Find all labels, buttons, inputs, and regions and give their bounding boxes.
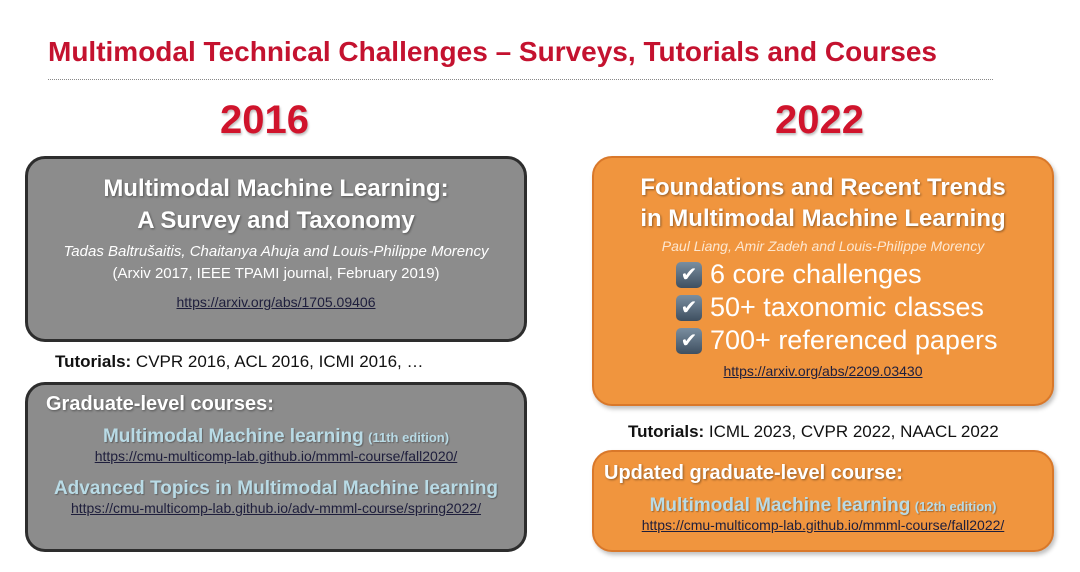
year-2016: 2016 (220, 98, 309, 142)
survey-link[interactable]: https://arxiv.org/abs/2209.03430 (723, 363, 923, 379)
checkbox-icon: ✔ (676, 261, 702, 288)
course-edition: (11th edition) (368, 430, 450, 445)
check-text: 700+ referenced papers (710, 325, 998, 355)
tutorials-list: ICML 2023, CVPR 2022, NAACL 2022 (704, 422, 999, 441)
tutorials-label: Tutorials: (55, 352, 132, 371)
course-link[interactable]: https://cmu-multicomp-lab.github.io/adv-… (70, 500, 482, 516)
tutorials-label: Tutorials: (628, 422, 705, 441)
course-name: Multimodal Machine learning (649, 495, 911, 516)
survey-authors: Paul Liang, Amir Zadeh and Louis-Philipp… (661, 238, 985, 254)
survey-title-line2: A Survey and Taxonomy (137, 207, 415, 234)
check-item: ✔ 700+ referenced papers (676, 324, 1052, 357)
survey-authors: Tadas Baltrušaitis, Chaitanya Ahuja and … (63, 243, 489, 260)
survey-title-line1: Multimodal Machine Learning: (103, 175, 449, 202)
course-edition: (12th edition) (914, 499, 997, 514)
course-link[interactable]: https://cmu-multicomp-lab.github.io/mmml… (641, 517, 1005, 533)
tutorials-2022: Tutorials: ICML 2023, CVPR 2022, NAACL 2… (628, 422, 999, 442)
survey-link[interactable]: https://arxiv.org/abs/1705.09406 (176, 294, 376, 310)
course-link[interactable]: https://cmu-multicomp-lab.github.io/mmml… (94, 448, 458, 464)
tutorials-2016: Tutorials: CVPR 2016, ACL 2016, ICMI 201… (55, 352, 424, 372)
survey-2022-box: Foundations and Recent Trends in Multimo… (592, 156, 1054, 406)
tutorials-list: CVPR 2016, ACL 2016, ICMI 2016, … (131, 352, 424, 371)
courses-heading: Graduate-level courses: (46, 393, 274, 415)
title-divider (48, 79, 993, 80)
survey-venue: (Arxiv 2017, IEEE TPAMI journal, Februar… (112, 265, 440, 282)
course-name: Advanced Topics in Multimodal Machine le… (53, 478, 499, 499)
year-2022: 2022 (775, 98, 864, 142)
check-item: ✔ 6 core challenges (676, 258, 1052, 291)
checkbox-icon: ✔ (676, 294, 702, 321)
course-name: Multimodal Machine learning (102, 426, 364, 447)
check-item: ✔ 50+ taxonomic classes (676, 291, 1052, 324)
survey-title-line1: Foundations and Recent Trends (640, 174, 1006, 201)
courses-2016-box: Graduate-level courses: Multimodal Machi… (25, 382, 527, 552)
check-text: 50+ taxonomic classes (710, 292, 984, 322)
check-text: 6 core challenges (710, 259, 922, 289)
course-2022-box: Updated graduate-level course: Multimoda… (592, 450, 1054, 552)
checkbox-icon: ✔ (676, 327, 702, 354)
slide-title: Multimodal Technical Challenges – Survey… (48, 36, 937, 67)
survey-title-line2: in Multimodal Machine Learning (640, 205, 1006, 232)
survey-2016-box: Multimodal Machine Learning: A Survey an… (25, 156, 527, 342)
course-heading: Updated graduate-level course: (604, 462, 903, 484)
